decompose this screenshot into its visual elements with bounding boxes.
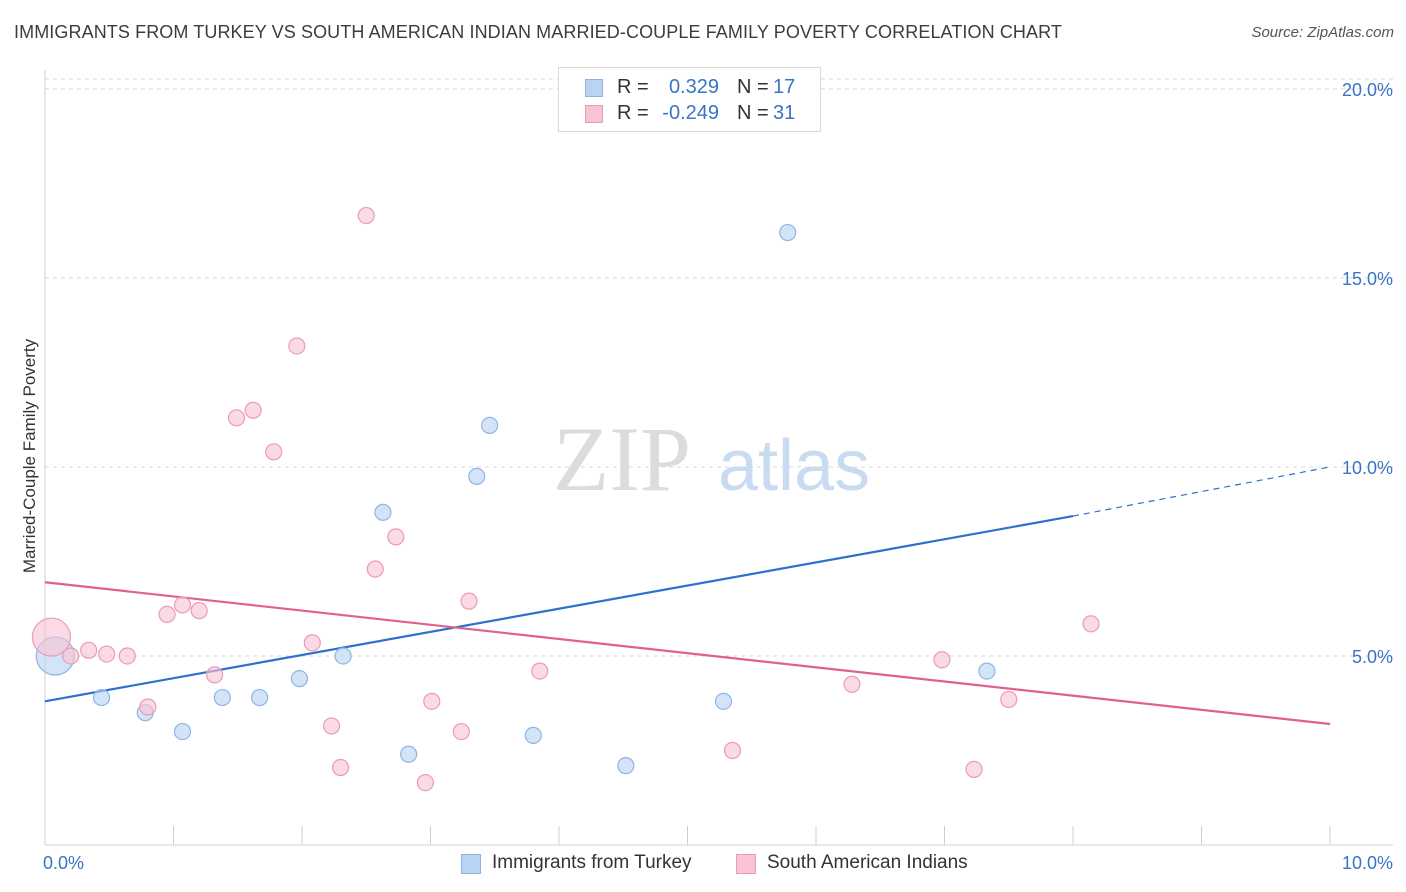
pink-data-point bbox=[31, 617, 72, 657]
y-tick-label: 20.0% bbox=[1342, 80, 1393, 100]
blue-data-point bbox=[468, 467, 486, 486]
legend-n-label: N = bbox=[737, 76, 769, 98]
blue-data-point bbox=[481, 416, 499, 434]
grid-layer bbox=[45, 78, 1393, 657]
legend-n-value: 17 bbox=[773, 76, 796, 98]
x-tick-label: 0.0% bbox=[43, 853, 84, 873]
watermark-zip: ZIP bbox=[553, 408, 691, 510]
pink-data-point bbox=[322, 717, 341, 735]
watermark: ZIP atlas bbox=[553, 408, 870, 510]
legend-r-value: 0.329 bbox=[668, 76, 719, 98]
pink-data-point bbox=[288, 337, 306, 355]
pink-data-point bbox=[244, 401, 262, 419]
y-tick-label: 5.0% bbox=[1352, 647, 1393, 667]
chart-source: Source: ZipAtlas.com bbox=[1251, 24, 1394, 41]
blue-trend-extension bbox=[1072, 466, 1331, 517]
points-layer bbox=[31, 206, 1100, 792]
pink-data-point bbox=[452, 722, 470, 741]
axis-layer bbox=[44, 70, 1393, 846]
pink-data-point bbox=[416, 774, 434, 792]
bottom-legend-label: Immigrants from Turkey bbox=[492, 852, 692, 873]
legend-swatch-blue bbox=[585, 79, 603, 97]
pink-data-point bbox=[460, 592, 478, 610]
pink-data-point bbox=[843, 675, 861, 693]
tick-label-layer: 5.0% 10.0% 15.0% 20.0% 0.0% 10.0% bbox=[43, 80, 1393, 873]
pink-data-point bbox=[366, 560, 384, 578]
blue-data-point bbox=[213, 688, 231, 707]
legend-r-label: R = bbox=[617, 102, 649, 124]
blue-data-point bbox=[173, 722, 192, 741]
pink-data-point bbox=[139, 698, 157, 716]
pink-data-point bbox=[118, 647, 136, 665]
pink-data-point bbox=[933, 651, 951, 669]
blue-data-point bbox=[779, 223, 797, 242]
blue-data-point bbox=[250, 688, 269, 707]
pink-data-point bbox=[331, 758, 350, 777]
pink-data-point bbox=[62, 647, 80, 665]
pink-data-point bbox=[80, 641, 98, 659]
y-tick-label: 10.0% bbox=[1342, 458, 1393, 478]
pink-data-point bbox=[723, 741, 742, 760]
blue-data-point bbox=[400, 745, 418, 763]
pink-data-point bbox=[173, 596, 192, 614]
pink-data-point bbox=[423, 692, 441, 710]
pink-data-point bbox=[387, 528, 405, 546]
pink-data-point bbox=[531, 662, 549, 680]
blue-data-point bbox=[978, 662, 996, 680]
blue-data-point bbox=[524, 726, 542, 744]
stats-legend: R = 0.329 N = 17 R = -0.249 N = 31 bbox=[558, 67, 821, 132]
pink-data-point bbox=[965, 760, 983, 778]
blue-data-point bbox=[92, 688, 111, 707]
legend-n-value: 31 bbox=[773, 102, 796, 124]
blue-data-point bbox=[334, 647, 352, 665]
pink-data-point bbox=[158, 605, 176, 623]
legend-r-label: R = bbox=[617, 76, 649, 98]
blue-data-point bbox=[617, 757, 635, 775]
pink-data-point bbox=[206, 666, 224, 684]
legend-r-value: -0.249 bbox=[662, 102, 719, 124]
y-axis-label: Married-Couple Family Poverty bbox=[20, 338, 39, 574]
pink-data-point bbox=[1082, 615, 1100, 633]
bottom-swatch-pink bbox=[736, 854, 756, 874]
legend-row-turkey: R = 0.329 N = 17 bbox=[559, 76, 820, 102]
pink-data-point bbox=[190, 602, 208, 620]
legend-n-label: N = bbox=[737, 102, 769, 124]
watermark-atlas: atlas bbox=[718, 426, 870, 506]
legend-swatch-pink bbox=[585, 105, 603, 123]
pink-data-point bbox=[1000, 690, 1018, 709]
blue-data-point bbox=[374, 503, 392, 521]
blue-data-point bbox=[290, 670, 309, 688]
pink-data-point bbox=[265, 443, 283, 461]
y-tick-label: 15.0% bbox=[1342, 269, 1393, 289]
bottom-legend-label: South American Indians bbox=[767, 852, 968, 873]
pink-trend-line bbox=[44, 581, 1331, 726]
bottom-swatch-blue bbox=[461, 854, 481, 874]
chart-title: IMMIGRANTS FROM TURKEY VS SOUTH AMERICAN… bbox=[14, 22, 1062, 42]
pink-data-point bbox=[357, 206, 375, 225]
pink-data-point bbox=[98, 645, 116, 663]
pink-data-point bbox=[227, 409, 246, 427]
x-tick-label: 10.0% bbox=[1342, 853, 1393, 873]
blue-data-point bbox=[714, 692, 733, 710]
legend-row-sai: R = -0.249 N = 31 bbox=[559, 102, 820, 128]
pink-data-point bbox=[303, 634, 321, 652]
